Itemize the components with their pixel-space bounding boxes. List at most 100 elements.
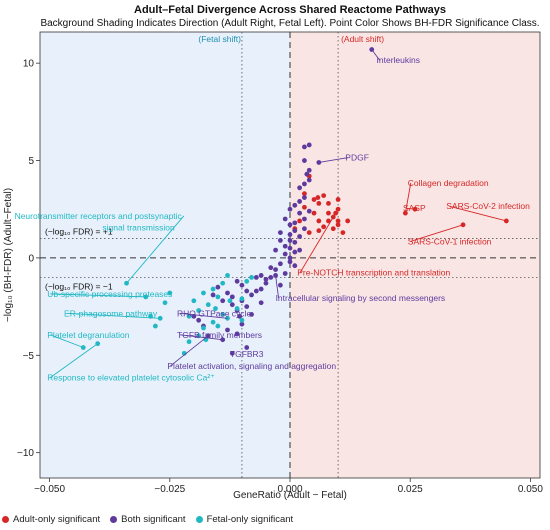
chart-title: Adult–Fetal Divergence Across Shared Rea…: [134, 4, 446, 16]
annotation-leader: [405, 207, 416, 210]
legend-label-adult: Adult-only significant: [13, 514, 101, 525]
data-point: [157, 315, 163, 321]
data-point: [239, 282, 245, 288]
data-point: [215, 284, 221, 290]
annotation-label: RHO GTPase cycle: [177, 308, 251, 318]
legend-label-both: Both significant: [121, 514, 186, 525]
data-point: [287, 232, 293, 237]
data-point: [292, 228, 298, 234]
data-point: [234, 278, 240, 284]
data-point: [302, 181, 307, 187]
data-point: [253, 274, 259, 280]
data-point: [186, 339, 192, 345]
x-axis-label: GeneRatio (Adult − Fetal): [233, 490, 347, 501]
data-point: [282, 216, 288, 222]
data-point: [215, 294, 221, 300]
data-point: [239, 296, 245, 302]
data-point: [287, 259, 293, 265]
data-point: [196, 308, 202, 313]
annotation-leader: [67, 312, 161, 319]
annotation-leader: [410, 224, 464, 242]
data-point: [335, 218, 341, 224]
adult-shading: [290, 32, 540, 478]
data-point: [282, 271, 288, 276]
data-point: [297, 218, 303, 224]
data-point: [239, 321, 245, 327]
data-point: [345, 218, 351, 224]
annotation-label: Interleukins: [377, 55, 420, 65]
data-point: [167, 290, 173, 296]
data-point: [225, 327, 230, 333]
data-point: [326, 210, 331, 216]
data-point: [196, 317, 202, 323]
annotation-label: Ub-specific processing proteases: [47, 289, 172, 299]
data-point: [213, 306, 218, 311]
data-point: [402, 210, 408, 216]
data-point: [335, 222, 341, 228]
threshold-hline-label: (−log₁₀ FDR) = +1: [45, 226, 113, 236]
data-point: [306, 177, 312, 183]
data-point: [315, 195, 321, 200]
legend-item-both: Both significant: [110, 514, 186, 525]
annotation-leader: [449, 205, 507, 222]
data-point: [186, 313, 192, 319]
data-point: [287, 237, 293, 243]
data-point: [215, 323, 221, 329]
annotation-leader: [49, 343, 98, 378]
data-point: [239, 317, 245, 323]
data-point: [297, 247, 303, 253]
data-point: [311, 197, 317, 202]
annotation-label: Intracellular signaling by second messen…: [276, 293, 446, 303]
data-point: [152, 323, 158, 329]
data-point: [225, 290, 230, 296]
data-point: [263, 280, 269, 286]
data-point: [302, 226, 307, 232]
data-point: [316, 160, 322, 165]
y-tick-label: 10: [23, 59, 35, 70]
data-point: [304, 171, 310, 177]
data-point: [297, 210, 303, 216]
data-point: [220, 312, 226, 317]
data-point: [297, 199, 303, 204]
data-point: [302, 158, 307, 163]
data-point: [306, 142, 312, 148]
annotation-leader: [299, 212, 337, 273]
data-point: [330, 226, 336, 232]
annotation-leader: [275, 275, 280, 298]
data-point: [335, 197, 341, 202]
adult-dot-icon: [2, 516, 9, 523]
data-point: [268, 265, 274, 271]
data-point: [306, 230, 312, 236]
data-point: [162, 300, 168, 306]
data-point: [227, 298, 233, 304]
data-point: [326, 200, 331, 206]
y-axis-label: −log₁₀ (BH-FDR) (Adult−Fetal): [3, 188, 14, 322]
data-point: [220, 280, 226, 286]
data-point: [287, 255, 293, 261]
data-point: [297, 234, 303, 239]
data-point: [287, 245, 293, 251]
data-point: [273, 247, 278, 253]
data-point: [321, 224, 327, 230]
data-point: [277, 230, 283, 236]
data-point: [229, 294, 235, 300]
annotation-label: SARS-CoV-2 infection: [446, 201, 530, 211]
data-point: [244, 288, 250, 294]
data-point: [326, 218, 331, 224]
data-point: [201, 325, 206, 331]
data-point: [229, 302, 235, 308]
annotation-label: TGFBR3: [230, 349, 264, 359]
data-point: [234, 331, 240, 337]
x-tick-label: −0.025: [154, 484, 185, 495]
threshold-hline-label: (−log₁₀ FDR) = −1: [45, 281, 113, 291]
data-point: [244, 304, 250, 310]
legend-label-fetal: Fetal-only significant: [206, 514, 294, 525]
data-point: [321, 193, 327, 198]
annotation-label: Response to elevated platelet cytosolic …: [47, 373, 215, 383]
data-point: [273, 267, 278, 273]
data-point: [210, 286, 216, 292]
data-point: [316, 218, 322, 224]
data-point: [263, 276, 269, 282]
annotation-label: Platelet activation, signaling and aggre…: [167, 361, 336, 371]
